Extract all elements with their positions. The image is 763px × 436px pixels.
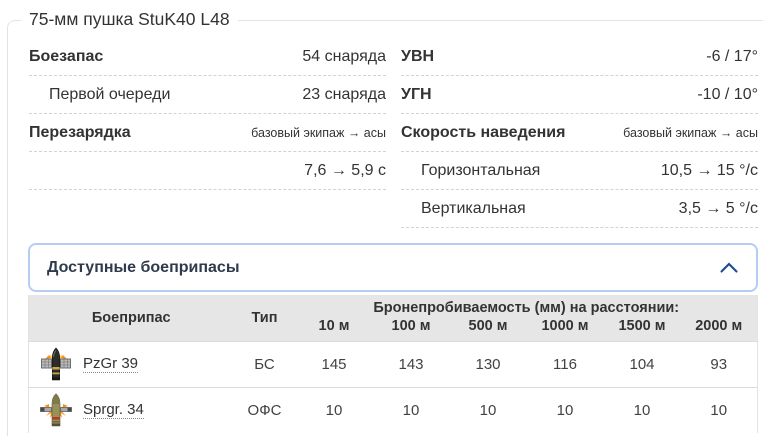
penetration-cell: 10 <box>526 386 604 433</box>
stat-row-ammo-stowage: Боезапас 54 снаряда <box>29 38 386 76</box>
stat-row-first-order: Первой очереди 23 снаряда <box>29 76 386 114</box>
penetration-cell: 145 <box>295 340 373 387</box>
ammo-accordion-header[interactable]: Доступные боеприпасы <box>28 243 758 292</box>
ammo-type-cell: БС <box>233 340 296 387</box>
gun-title: 75-мм пушка StuK40 L48 <box>21 9 238 30</box>
stat-value: 23 снаряда <box>302 85 386 103</box>
penetration-cell: 10 <box>295 386 373 433</box>
ammo-accordion-title: Доступные боеприпасы <box>47 258 240 276</box>
gun-stats: Боезапас 54 снаряда Первой очереди 23 сн… <box>8 21 763 228</box>
ammo-type-cell: ОФС <box>233 386 296 433</box>
ammo-link-pzgr39[interactable]: PzGr 39 <box>83 354 139 374</box>
col-header-penetration: Бронепробиваемость (мм) на расстоянии: <box>295 295 758 317</box>
col-header-distance-2000m: 2000 м <box>680 317 758 341</box>
stat-row-aim-speed: Скорость наведения базовый экипаж → асы <box>401 114 758 152</box>
stat-value-crew-note: базовый экипаж → асы <box>251 125 386 140</box>
stat-row-aim-vertical: Вертикальная 3,5 → 5 °/с <box>401 190 758 228</box>
stats-column-right: УВН -6 / 17° УГН -10 / 10° Скорость наве… <box>401 38 758 228</box>
chevron-up-icon[interactable] <box>719 261 739 274</box>
col-header-distance-1500m: 1500 м <box>603 317 681 341</box>
stat-value-crew-note: базовый экипаж → асы <box>623 125 758 140</box>
ap-shell-icon <box>40 346 72 382</box>
stat-label: Горизонтальная <box>421 161 541 179</box>
penetration-cell: 93 <box>680 340 758 387</box>
stat-value: 3,5 → 5 °/с <box>678 199 758 217</box>
col-header-distance-100m: 100 м <box>372 317 450 341</box>
penetration-cell: 104 <box>603 340 681 387</box>
stat-label: Первой очереди <box>49 85 171 103</box>
ammo-table: Боеприпас Тип Бронепробиваемость (мм) на… <box>28 295 758 433</box>
stat-label: Боезапас <box>29 47 104 65</box>
stat-label: УВН <box>401 47 435 65</box>
stat-value: 54 снаряда <box>302 47 386 65</box>
penetration-cell: 10 <box>449 386 527 433</box>
stat-label: Вертикальная <box>421 199 526 217</box>
stat-row-vertical-guidance: УВН -6 / 17° <box>401 38 758 76</box>
stat-row-horizontal-guidance: УГН -10 / 10° <box>401 76 758 114</box>
penetration-cell: 130 <box>449 340 527 387</box>
ammo-link-sprgr34[interactable]: Sprgr. 34 <box>83 401 144 420</box>
col-header-distance-500m: 500 м <box>449 317 527 341</box>
stat-value: 10,5 → 15 °/с <box>660 161 758 179</box>
penetration-cell: 143 <box>372 340 450 387</box>
stat-label: Перезарядка <box>29 123 131 141</box>
stats-column-left: Боезапас 54 снаряда Первой очереди 23 сн… <box>29 38 386 228</box>
penetration-cell: 10 <box>603 386 681 433</box>
stat-row-reload-time: 7,6 → 5,9 с <box>29 152 386 190</box>
penetration-cell: 10 <box>372 386 450 433</box>
col-header-distance-10m: 10 м <box>295 317 373 341</box>
penetration-cell: 116 <box>526 340 604 387</box>
stat-row-reload: Перезарядка базовый экипаж → асы <box>29 114 386 152</box>
he-shell-icon <box>40 392 72 428</box>
ammo-table-row-pzgr39: PzGr 39 БС 145 143 130 116 104 93 <box>28 340 758 387</box>
penetration-cell: 10 <box>680 386 758 433</box>
col-header-ammo: Боеприпас <box>28 295 234 341</box>
ammo-table-row-sprgr34: Sprgr. 34 ОФС 10 10 10 10 10 10 <box>28 386 758 433</box>
stat-value: 7,6 → 5,9 с <box>304 161 386 179</box>
ammo-table-header: Боеприпас Тип Бронепробиваемость (мм) на… <box>28 295 758 341</box>
stat-value: -10 / 10° <box>697 85 758 103</box>
col-header-type: Тип <box>233 295 296 341</box>
stat-label: Скорость наведения <box>401 123 566 141</box>
col-header-distance-1000m: 1000 м <box>526 317 604 341</box>
stat-label: УГН <box>401 85 432 103</box>
stat-row-aim-horizontal: Горизонтальная 10,5 → 15 °/с <box>401 152 758 190</box>
gun-info-card: 75-мм пушка StuK40 L48 Боезапас 54 снаря… <box>7 9 763 436</box>
stat-value: -6 / 17° <box>706 47 758 65</box>
